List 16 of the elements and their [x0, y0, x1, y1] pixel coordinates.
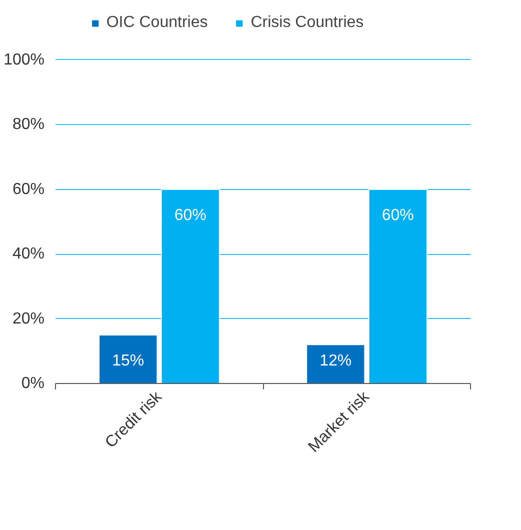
- data-label: 15%: [112, 352, 144, 370]
- legend-label: OIC Countries: [106, 14, 208, 32]
- y-tick-label: 20%: [12, 310, 45, 328]
- y-tick-label: 40%: [12, 246, 45, 263]
- bar: [368, 188, 428, 384]
- bar: [160, 188, 220, 384]
- data-label: 12%: [320, 352, 352, 370]
- y-tick-label: 100%: [4, 51, 44, 68]
- bar: [306, 344, 366, 384]
- y-tick-label: 0%: [21, 375, 44, 392]
- bar: [98, 334, 158, 384]
- legend-label: Crisis Countries: [250, 14, 364, 32]
- data-label: 60%: [174, 206, 206, 224]
- y-tick-label: 80%: [12, 116, 45, 134]
- y-tick-label: 60%: [12, 180, 45, 198]
- data-label: 60%: [382, 206, 414, 224]
